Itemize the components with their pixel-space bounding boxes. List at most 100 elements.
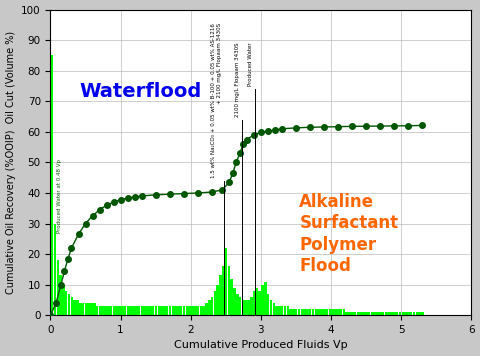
Bar (401, 312, 404, 315)
Bar (203, 306, 205, 315)
Bar (410, 312, 412, 315)
Bar (384, 312, 387, 315)
Bar (244, 300, 247, 315)
Bar (314, 309, 317, 315)
Bar (155, 306, 157, 315)
Bar (60, 276, 62, 315)
Bar (110, 306, 112, 315)
Bar (407, 312, 409, 315)
Bar (65, 291, 68, 315)
Bar (309, 309, 312, 315)
Bar (323, 309, 325, 315)
Bar (390, 312, 393, 315)
Bar (216, 284, 219, 315)
Bar (253, 291, 255, 315)
Bar (303, 309, 306, 315)
Bar (354, 312, 356, 315)
Bar (360, 312, 362, 315)
Bar (113, 306, 115, 315)
Bar (250, 297, 252, 315)
Bar (144, 306, 146, 315)
Bar (236, 294, 239, 315)
Bar (160, 306, 163, 315)
Bar (239, 297, 241, 315)
Text: Waterflood: Waterflood (80, 82, 202, 101)
Bar (261, 284, 264, 315)
Bar (399, 312, 401, 315)
Bar (281, 306, 284, 315)
Bar (289, 309, 292, 315)
Bar (141, 306, 143, 315)
Bar (241, 300, 244, 315)
Bar (107, 306, 109, 315)
Text: 1.5 wt% Na₂CO₃ + 0.05 wt% B-100 + 0.05 wt% AS-1216
+ 2100 mg/L Flopaam 3430S: 1.5 wt% Na₂CO₃ + 0.05 wt% B-100 + 0.05 w… (211, 23, 222, 178)
Bar (219, 276, 222, 315)
Text: Produced Water at 0.48 Vp: Produced Water at 0.48 Vp (58, 159, 62, 233)
Bar (382, 312, 384, 315)
Bar (183, 306, 185, 315)
Bar (379, 312, 382, 315)
Bar (284, 306, 286, 315)
Bar (222, 266, 225, 315)
Bar (334, 309, 337, 315)
Bar (233, 288, 236, 315)
Bar (116, 306, 118, 315)
Bar (57, 260, 59, 315)
Bar (416, 312, 418, 315)
Bar (174, 306, 177, 315)
Bar (340, 309, 342, 315)
Bar (270, 300, 272, 315)
Bar (191, 306, 194, 315)
Bar (230, 278, 233, 315)
Bar (186, 306, 188, 315)
Bar (404, 312, 407, 315)
Bar (365, 312, 368, 315)
Bar (68, 294, 70, 315)
Bar (200, 306, 202, 315)
Bar (118, 306, 121, 315)
Bar (300, 309, 303, 315)
Bar (357, 312, 359, 315)
Bar (54, 224, 56, 315)
Bar (259, 291, 261, 315)
Bar (93, 303, 96, 315)
Bar (157, 306, 160, 315)
Bar (312, 309, 314, 315)
Bar (267, 294, 269, 315)
Bar (331, 309, 334, 315)
Bar (225, 248, 228, 315)
Bar (73, 300, 76, 315)
Bar (273, 303, 275, 315)
Bar (298, 309, 300, 315)
Bar (326, 309, 328, 315)
Bar (317, 309, 320, 315)
Bar (306, 309, 309, 315)
Bar (368, 312, 371, 315)
Bar (169, 306, 171, 315)
Bar (329, 309, 331, 315)
Bar (130, 306, 132, 315)
Bar (205, 303, 208, 315)
Bar (180, 306, 182, 315)
Bar (256, 288, 258, 315)
Bar (177, 306, 180, 315)
Bar (228, 266, 230, 315)
Bar (348, 312, 351, 315)
Bar (214, 291, 216, 315)
Bar (188, 306, 191, 315)
Bar (396, 312, 398, 315)
Bar (287, 306, 289, 315)
Bar (292, 309, 295, 315)
Bar (197, 306, 199, 315)
Bar (171, 306, 174, 315)
Bar (343, 309, 345, 315)
Bar (124, 306, 126, 315)
Bar (104, 306, 107, 315)
Bar (264, 282, 266, 315)
Bar (295, 309, 298, 315)
Text: 2100 mg/L Flopaam 3430S: 2100 mg/L Flopaam 3430S (235, 42, 240, 117)
Bar (351, 312, 354, 315)
Bar (413, 312, 415, 315)
Bar (346, 312, 348, 315)
Bar (90, 303, 93, 315)
